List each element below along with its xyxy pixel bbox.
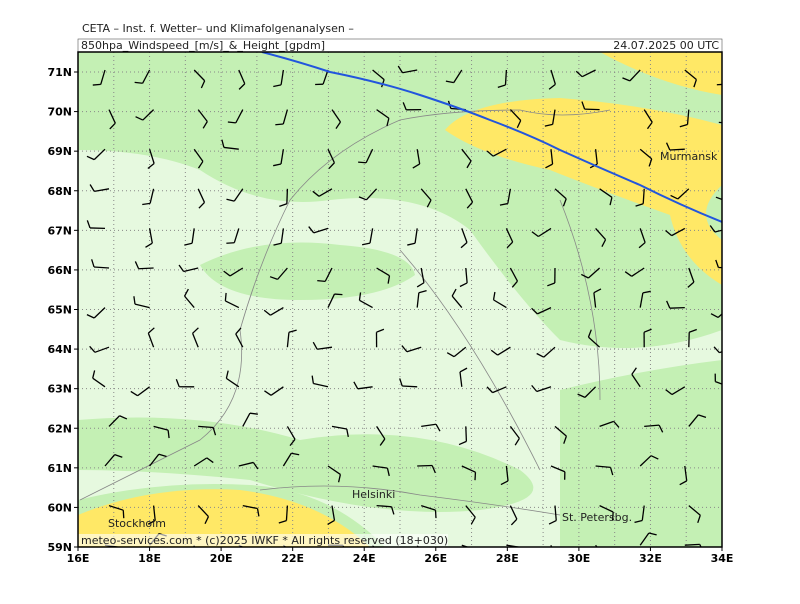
barb-flag — [719, 122, 727, 123]
barb-flag — [729, 441, 736, 445]
barb-flag — [730, 163, 736, 169]
city-label: Murmansk — [660, 150, 718, 163]
barb-flag — [358, 162, 366, 163]
barb-flag — [226, 243, 234, 244]
lon-label: 20E — [210, 552, 233, 565]
barb-flag — [521, 548, 523, 556]
barb-staff — [733, 426, 736, 441]
barb-staff — [729, 149, 735, 163]
barb-staff — [685, 544, 700, 545]
barb-staff — [727, 110, 734, 123]
lat-label: 61N — [47, 462, 72, 475]
city-label: Stockholm — [108, 517, 166, 530]
wind-barb — [547, 545, 554, 564]
barb-flag — [744, 548, 745, 556]
barb-staff — [139, 268, 154, 269]
barb-flag — [547, 560, 554, 564]
barb-staff — [729, 545, 744, 548]
barb-staff — [729, 466, 740, 476]
barb-flag — [251, 552, 252, 560]
barb-staff — [725, 70, 730, 84]
lon-label: 16E — [67, 552, 90, 565]
barb-flag — [732, 520, 738, 525]
lon-label: 22E — [281, 552, 304, 565]
lon-label: 24E — [353, 552, 376, 565]
lat-label: 60N — [47, 501, 72, 514]
lat-label: 69N — [47, 145, 72, 158]
barb-flag — [228, 122, 236, 123]
barb-staff — [718, 267, 733, 268]
wind-barb — [729, 149, 735, 168]
barb-staff — [287, 189, 288, 204]
city-label: Helsinki — [352, 488, 395, 501]
lat-label: 66N — [47, 264, 72, 277]
barb-flag — [120, 547, 122, 555]
map-area — [78, 52, 745, 565]
subtitle: 850hpa_Windspeed_[m/s]_&_Height_[gpdm] — [81, 39, 325, 52]
barb-staff — [733, 506, 738, 520]
lat-label: 62N — [47, 422, 72, 435]
wind-barb — [185, 545, 194, 562]
wind-barb — [732, 506, 738, 525]
barb-staff — [505, 70, 506, 85]
barb-flag — [600, 557, 604, 564]
wind-barb — [417, 545, 424, 564]
barb-flag — [334, 294, 342, 295]
lat-label: 65N — [47, 304, 72, 317]
lon-label: 28E — [496, 552, 519, 565]
city-label: St. Petersbg. — [562, 511, 632, 524]
wind-barb — [729, 426, 736, 445]
barb-flag — [275, 124, 283, 125]
barb-flag — [225, 293, 226, 301]
barb-flag — [135, 82, 143, 83]
lat-label: 70N — [47, 106, 72, 119]
lon-label: 18E — [138, 552, 161, 565]
lon-label: 32E — [639, 552, 662, 565]
date: 24.07.2025 00 UTC — [613, 39, 719, 52]
barb-flag — [737, 476, 740, 483]
lat-label: 68N — [47, 185, 72, 198]
wind-barb — [596, 545, 605, 564]
lon-label: 34E — [711, 552, 734, 565]
barb-flag — [435, 510, 436, 518]
barb-flag — [93, 84, 101, 85]
lat-label: 63N — [47, 383, 72, 396]
barb-staff — [670, 308, 685, 309]
lat-label: 71N — [47, 66, 72, 79]
wind-barb — [729, 466, 740, 484]
barb-flag — [376, 558, 381, 564]
barb-staff — [402, 386, 417, 387]
barb-staff — [466, 426, 467, 441]
barb-flag — [185, 560, 193, 562]
lon-label: 30E — [567, 552, 590, 565]
barb-staff — [723, 189, 733, 200]
barb-flag — [317, 281, 325, 282]
lat-label: 67N — [47, 224, 72, 237]
title: CETA – Inst. f. Wetter– und Klimafolgena… — [82, 22, 354, 35]
lon-label: 26E — [424, 552, 447, 565]
lat-label: 64N — [47, 343, 72, 356]
barb-flag — [418, 559, 423, 565]
footer: meteo-services.com * (c)2025 IWKF * All … — [81, 534, 448, 547]
